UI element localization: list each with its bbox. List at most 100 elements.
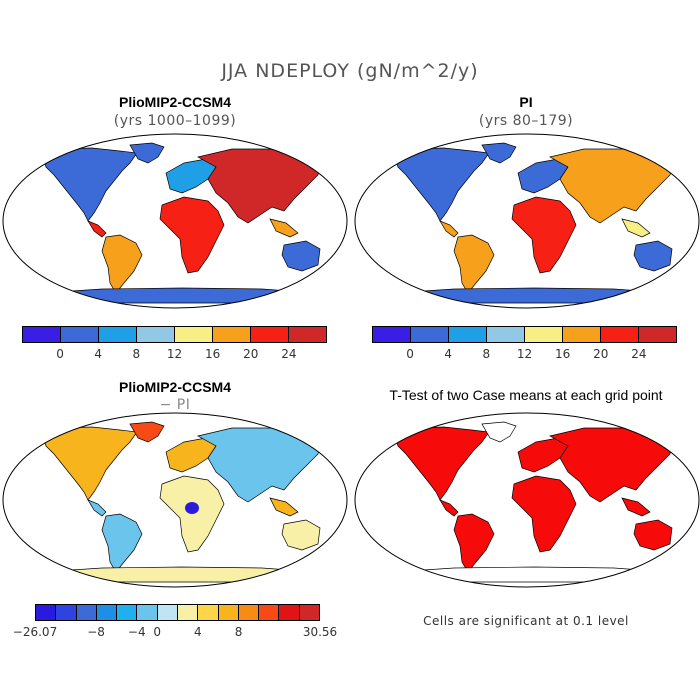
colorbar-swatch [177,605,199,620]
colorbar-swatch [137,327,175,342]
continent-namerica [393,147,490,222]
panel-1-subtitle: (yrs 1000–1099) [113,113,237,129]
colorbar-tick-label: 16 [554,347,571,361]
continent-camerica [439,499,459,517]
panel-2-title: PI [519,94,533,110]
panel-3-map [2,412,348,588]
continent-seasia [269,497,299,517]
colorbar-swatch [137,605,158,620]
colorbar-swatch [96,605,118,620]
continent-australia [281,519,321,551]
continent-greenland [481,142,517,164]
panel-2-subtitle: (yrs 80–179) [478,113,574,129]
colorbar-swatch [259,605,280,620]
panel-2-map [354,133,700,309]
panel-4-map [354,412,700,588]
continent-australia [633,519,673,551]
continent-camerica [87,499,107,517]
map-outline [2,412,348,588]
panel-1-colorbar-labels: 0 4 8 12 16 20 24 [22,347,327,363]
colorbar-tick-label: 8 [234,625,243,639]
colorbar-tick-label: −8 [87,625,105,639]
colorbar-swatch [299,605,319,620]
colorbar-tick-label: 16 [204,347,221,361]
colorbar-swatch [238,605,260,620]
colorbar-swatch [251,327,289,342]
continent-antarctica [392,287,671,304]
colorbar-tick-label: 0 [153,625,161,639]
panel-3-subtitle: − PI [159,397,191,413]
colorbar-tick-label: 4 [94,347,103,361]
colorbar-swatch [36,605,57,620]
colorbar-tick-label: 0 [56,347,64,361]
continent-namerica [41,426,138,501]
continent-seasia [269,218,299,238]
colorbar-swatch [175,327,213,342]
colorbar-tick-label: −4 [127,625,146,639]
congo-anomaly [185,502,199,514]
colorbar-swatch [61,327,99,342]
colorbar-swatch [525,327,563,342]
map-outline [2,133,348,309]
colorbar-swatch [218,605,239,620]
colorbar-tick-label: 30.56 [302,625,338,639]
colorbar-tick-label: 20 [243,347,259,361]
continent-namerica [393,426,490,501]
continent-europe [517,437,569,473]
continent-seasia [621,218,651,238]
continent-australia [633,240,673,272]
continent-samerica [101,234,143,294]
continent-antarctica [392,566,671,583]
panel-3-colorbar-labels: −26.07 −8 −4 0 4 8 30.56 [13,625,337,641]
continent-samerica [101,513,143,573]
panel-3-colorbar [35,604,320,621]
colorbar-swatch [76,605,97,620]
panel-4-note: Cells are significant at 0.1 level [423,614,629,628]
colorbar-swatch [487,327,525,342]
continent-europe [165,158,217,194]
panel-4-title: T-Test of two Case means at each grid po… [389,387,663,403]
panel-1-map [2,133,348,309]
continent-greenland [129,142,165,164]
colorbar-tick-label: −26.07 [12,625,58,639]
continent-greenland [129,421,165,443]
colorbar-swatch [198,605,219,620]
continent-camerica [439,220,459,238]
colorbar-swatch [289,327,326,342]
colorbar-tick-label: 24 [631,347,647,361]
colorbar-swatch [449,327,487,342]
continent-africa [511,196,577,274]
colorbar-swatch [213,327,251,342]
colorbar-tick-label: 24 [281,347,297,361]
colorbar-swatch [23,327,61,342]
continent-camerica [87,220,107,238]
continent-africa [511,475,577,553]
colorbar-swatch [563,327,601,342]
continent-greenland [481,421,517,443]
panel-1-title: PlioMIP2-CCSM4 [118,94,231,110]
colorbar-swatch [639,327,676,342]
continent-antarctica [40,287,319,304]
continent-australia [281,240,321,272]
map-outline [354,412,700,588]
continent-namerica [41,147,138,222]
continent-europe [165,437,217,473]
panel-2-colorbar [372,326,677,343]
colorbar-swatch [157,605,178,620]
panel-1-colorbar [22,326,327,343]
colorbar-swatch [601,327,639,342]
colorbar-swatch [279,605,300,620]
panel-3-title: PlioMIP2-CCSM4 [118,379,231,395]
colorbar-swatch [56,605,77,620]
colorbar-tick-label: 12 [516,347,533,361]
main-title: JJA NDEPLOY (gN/m^2/y) [221,60,479,82]
colorbar-tick-label: 4 [444,347,453,361]
continent-antarctica [40,566,319,583]
colorbar-swatch [373,327,411,342]
colorbar-tick-label: 8 [482,347,491,361]
continent-samerica [453,234,495,294]
panel-2-colorbar-labels: 0 4 8 12 16 20 24 [372,347,677,363]
colorbar-tick-label: 20 [593,347,609,361]
continent-europe [517,158,569,194]
colorbar-tick-label: 12 [166,347,183,361]
